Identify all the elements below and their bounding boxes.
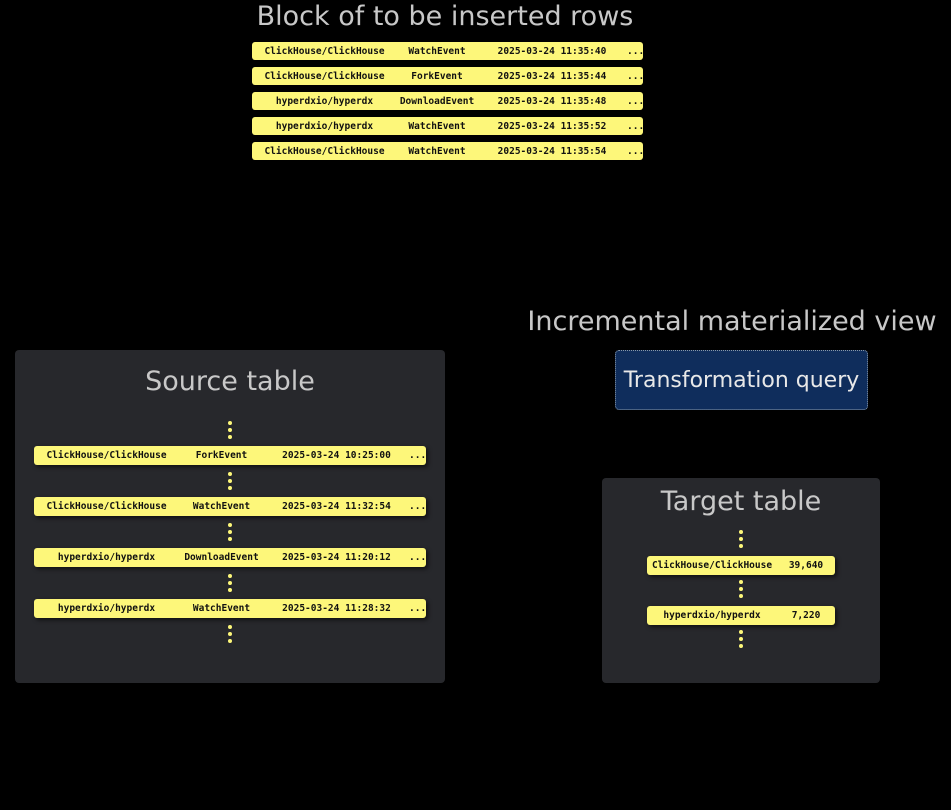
cell: hyperdxio/hyperdx <box>663 610 761 621</box>
cell: hyperdxio/hyperdx <box>57 603 156 614</box>
cell: 2025-03-24 11:35:40 <box>497 45 607 57</box>
cell: WatchEvent <box>192 603 251 614</box>
cell: ClickHouse/ClickHouse <box>264 70 385 82</box>
cell: 2025-03-24 11:20:12 <box>282 552 391 563</box>
cell: hyperdxio/hyperdx <box>275 95 374 107</box>
cell: DownloadEvent <box>399 95 475 107</box>
cell: ... <box>409 501 427 512</box>
table-row: hyperdxio/hyperdx DownloadEvent 2025-03-24… <box>252 92 645 110</box>
cell: ClickHouse/ClickHouse <box>264 145 385 157</box>
transformation-query-box: Transformation query <box>615 350 868 410</box>
ellipsis-dots-icon <box>739 530 743 548</box>
table-row: ClickHouse/ClickHouse WatchEvent 2025-03-2… <box>252 142 645 160</box>
cell: WatchEvent <box>408 120 466 132</box>
block-title: Block of to be inserted rows <box>256 1 634 32</box>
ellipsis-dots-icon <box>228 625 232 643</box>
cell: ... <box>409 603 427 614</box>
cell: ClickHouse/ClickHouse <box>264 45 385 57</box>
target-table-title: Target table <box>660 486 822 517</box>
cell: ClickHouse/ClickHouse <box>651 560 773 571</box>
cell: WatchEvent <box>408 45 466 57</box>
cell: ForkEvent <box>411 70 463 82</box>
table-row: ClickHouse/ClickHouse ForkEvent 2025-03-24… <box>252 67 645 85</box>
cell: DownloadEvent <box>184 552 259 563</box>
cell: hyperdxio/hyperdx <box>275 120 374 132</box>
cell: WatchEvent <box>192 501 251 512</box>
table-row: hyperdxio/hyperdx WatchEvent 2025-03-24 11… <box>252 117 645 135</box>
cell: 39,640 <box>788 560 824 571</box>
view-title: Incremental materialized view <box>527 306 937 337</box>
ellipsis-dots-icon <box>228 472 232 490</box>
cell: ... <box>409 552 427 563</box>
cell: 7,220 <box>791 610 821 621</box>
cell: ... <box>627 95 645 107</box>
table-row: hyperdxio/hyperdx WatchEvent 2025-03-24 11… <box>34 599 426 618</box>
cell: WatchEvent <box>408 145 466 157</box>
ellipsis-dots-icon <box>228 574 232 592</box>
cell: 2025-03-24 11:32:54 <box>282 501 391 512</box>
cell: ... <box>409 450 427 461</box>
cell: 2025-03-24 10:25:00 <box>282 450 391 461</box>
cell: 2025-03-24 11:35:54 <box>497 145 607 157</box>
ellipsis-dots-icon <box>739 580 743 598</box>
table-row: ClickHouse/ClickHouse 39,640 <box>647 556 835 575</box>
cell: ... <box>627 145 645 157</box>
cell: ClickHouse/ClickHouse <box>46 501 167 512</box>
cell: ForkEvent <box>195 450 248 461</box>
cell: ... <box>627 70 645 82</box>
cell: ... <box>627 120 645 132</box>
cell: ClickHouse/ClickHouse <box>46 450 167 461</box>
cell: 2025-03-24 11:28:32 <box>282 603 391 614</box>
table-row: hyperdxio/hyperdx 7,220 <box>647 606 835 625</box>
table-row: ClickHouse/ClickHouse WatchEvent 2025-03-2… <box>252 42 645 60</box>
ellipsis-dots-icon <box>228 523 232 541</box>
cell: hyperdxio/hyperdx <box>57 552 156 563</box>
ellipsis-dots-icon <box>739 630 743 648</box>
cell: ... <box>627 45 645 57</box>
table-row: ClickHouse/ClickHouse WatchEvent 2025-03-2… <box>34 497 426 516</box>
cell: 2025-03-24 11:35:52 <box>497 120 607 132</box>
table-row: ClickHouse/ClickHouse ForkEvent 2025-03-24… <box>34 446 426 465</box>
cell: 2025-03-24 11:35:44 <box>497 70 607 82</box>
cell: 2025-03-24 11:35:48 <box>497 95 607 107</box>
ellipsis-dots-icon <box>228 421 232 439</box>
table-row: hyperdxio/hyperdx DownloadEvent 2025-03-24… <box>34 548 426 567</box>
source-table-title: Source table <box>145 366 315 397</box>
